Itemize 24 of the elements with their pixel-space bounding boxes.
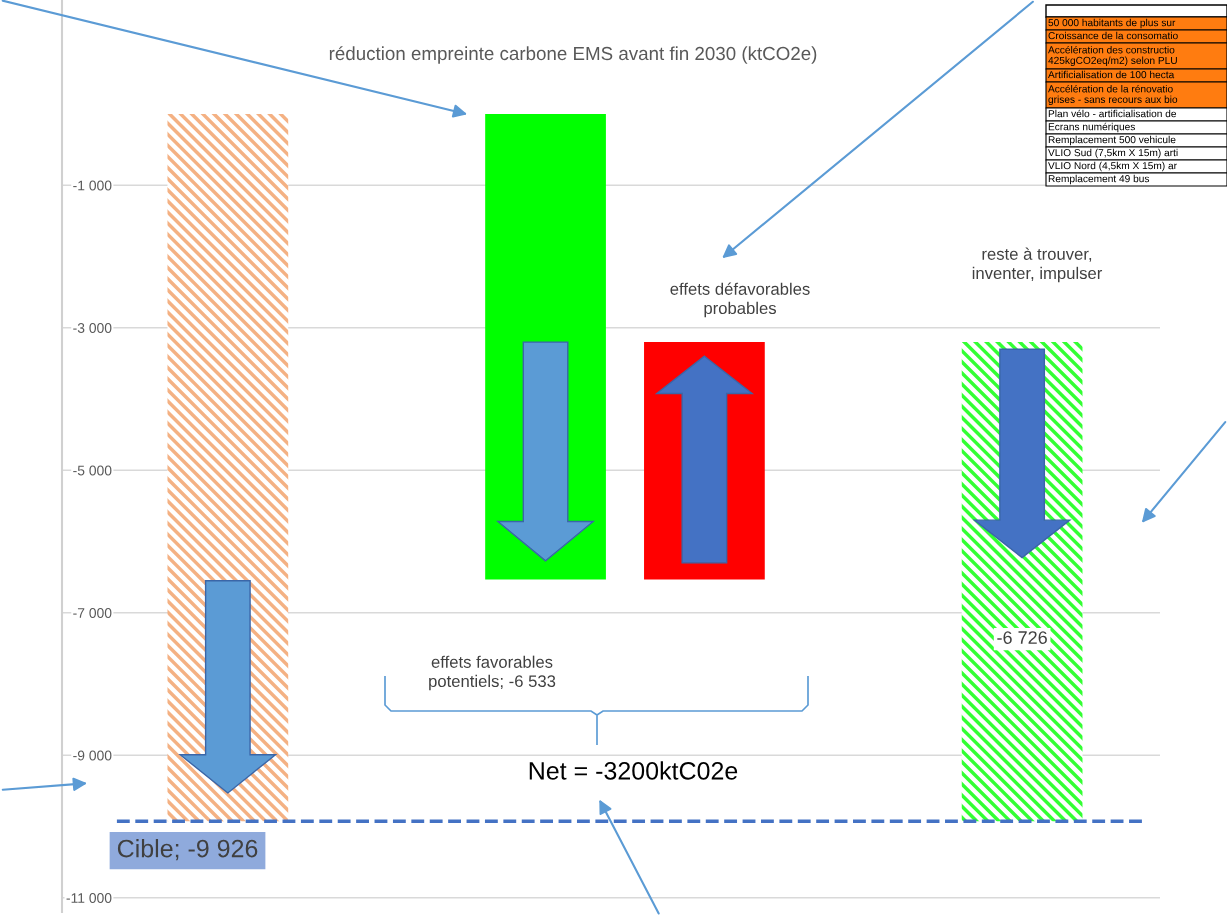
annotation: 50 000 habitants de plus sur: [1048, 18, 1176, 29]
ref-line-label: Cible; -9 926: [117, 839, 258, 861]
annotation: Accélération des constructio 425kgCO2eq/m2) selon PLU: [1048, 45, 1177, 66]
y-tick-label: -11 000: [66, 893, 112, 903]
annotation: Remplacement 49 bus: [1048, 174, 1150, 185]
annotation: Artificialisation de 100 hecta: [1048, 70, 1175, 79]
annotation: effets favorables potentiels; -6 533: [429, 655, 556, 691]
y-tick-label: -7 000: [73, 608, 112, 618]
text: réduction empreinte carbone EMS avant fin 2030 (ktCO2e): [329, 46, 817, 64]
data-label: -6 726: [997, 631, 1047, 644]
annotation: effets défavorables probables: [670, 282, 810, 318]
y-tick-label: -5 000: [73, 465, 112, 476]
annotation: Ecrans numériques: [1048, 122, 1135, 133]
annotation: VLIO Sud (7,5km X 15m) arti: [1048, 148, 1178, 159]
y-tick-label: -1 000: [73, 180, 112, 191]
annotation: reste à trouver, inventer, impulser: [972, 247, 1103, 283]
annotation: Net = -3200ktC02e: [529, 761, 738, 780]
annotation: Accélération de la rénovatio grises - sans recours aux bio: [1048, 84, 1178, 105]
annotation: Croissance de la consomatio: [1048, 31, 1178, 40]
annotation: Remplacement 500 vehicule: [1048, 135, 1176, 146]
annotation: Plan vélo - artificialisation de: [1048, 109, 1177, 118]
annotation: VLIO Nord (4,5km X 15m) ar: [1048, 161, 1177, 172]
y-tick-label: -3 000: [73, 323, 112, 333]
y-tick-label: -9 000: [73, 750, 112, 761]
